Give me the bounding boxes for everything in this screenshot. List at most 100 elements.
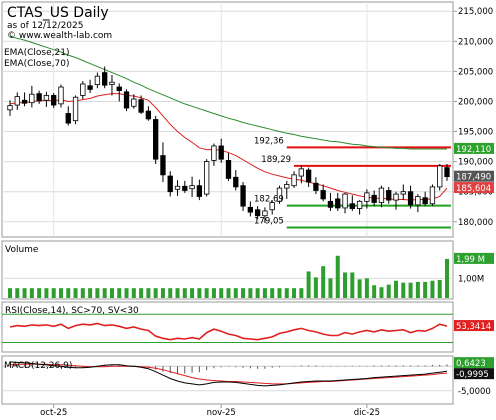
volume-bar [211, 288, 216, 298]
volume-bar [444, 258, 450, 298]
volume-bar [7, 288, 13, 298]
volume-bar [22, 288, 27, 298]
candle-body [393, 193, 399, 201]
volume-bar [335, 255, 340, 298]
ema-70-label: EMA(Close,70) [4, 59, 69, 69]
candle-body [415, 196, 421, 206]
candle-body [72, 96, 79, 122]
value-badge [454, 142, 494, 154]
candle-body [21, 99, 28, 104]
x-tick-label: nov-25 [207, 408, 236, 418]
candle-body [247, 206, 254, 213]
candle-body [102, 72, 108, 86]
volume-bar [51, 288, 56, 298]
price-level-label: 182,69 [254, 195, 284, 205]
volume-bar [29, 288, 34, 298]
candle-body [116, 86, 122, 92]
price-tick-label: 195,000 [458, 128, 493, 138]
volume-bar [321, 266, 326, 298]
candle-body [153, 119, 159, 160]
rsi-label: RSI(Close,14), SC>70, SV<30 [5, 306, 139, 316]
volume-bar [423, 281, 428, 298]
price-tick-label: 205,000 [458, 67, 493, 77]
candle-body [14, 96, 20, 106]
price-level-label: 179,05 [254, 216, 284, 226]
volume-bar [277, 288, 282, 298]
volume-bar [357, 279, 362, 298]
candle-body [109, 81, 115, 86]
volume-bar [284, 288, 289, 298]
candle-body [335, 198, 341, 209]
candle-body [233, 176, 239, 188]
candle-body [437, 165, 443, 188]
volume-bar [350, 272, 355, 298]
candlesticks [7, 66, 450, 223]
volume-bar [401, 282, 406, 298]
value-badge [454, 170, 494, 182]
value-badge [454, 320, 494, 332]
source-credit: © www.wealth-lab.com [7, 31, 112, 41]
candle-body [174, 185, 181, 190]
candle-body [371, 194, 377, 203]
volume-bar [117, 288, 122, 298]
x-tick-label: dic-25 [354, 408, 380, 418]
volume-bar [270, 288, 275, 298]
volume-bar [66, 288, 71, 298]
volume-bar [313, 277, 318, 298]
volume-bar [379, 287, 384, 298]
macd-panel: MACD(12,26,9) [1, 355, 454, 405]
candle-body [364, 192, 370, 202]
candle-body [51, 95, 57, 106]
ema-70-line [9, 36, 447, 150]
candle-body [167, 175, 173, 193]
volume-bar [437, 279, 442, 298]
price-tick-label: 210,000 [458, 37, 493, 47]
candle-body [182, 185, 188, 191]
candle-body [305, 169, 312, 183]
volume-bar [109, 288, 114, 298]
chart-subtitle: as of 12/12/2025 [7, 21, 83, 31]
value-badge-label: 185,604 [456, 184, 491, 194]
volume-bar [80, 288, 85, 298]
volume-bar [204, 288, 209, 298]
candle-body [327, 200, 334, 208]
candle-body [80, 83, 86, 96]
candle-body [94, 75, 101, 86]
candle-body [291, 174, 297, 187]
candle-body [254, 209, 261, 217]
volume-panel: Volume [1, 240, 454, 300]
candle-body [138, 99, 144, 113]
volume-bar [408, 282, 413, 298]
volume-bar [386, 284, 391, 298]
volume-bar [58, 288, 63, 298]
macd-line [9, 361, 448, 387]
candle-body [211, 145, 217, 161]
volume-bar [394, 280, 399, 298]
value-badge-label: 1,99 M [456, 255, 485, 265]
candle-body [7, 105, 13, 111]
price-tick-label: 180,000 [458, 218, 493, 228]
volume-bar [292, 288, 297, 298]
price-panel: 192,36 189,29 182,69 179,05 CTAS_US Daily a… [1, 1, 454, 238]
candle-body [298, 168, 304, 177]
volume-bar [168, 288, 173, 298]
candle-body [160, 155, 166, 176]
x-tick-label: oct-25 [40, 408, 67, 418]
volume-bars [7, 255, 450, 298]
volume-tick-label: 1,00M [458, 274, 484, 284]
value-badge-label: -0,9995 [456, 370, 489, 380]
candle-body [378, 187, 385, 203]
candle-body [320, 190, 326, 200]
volume-bar [88, 288, 93, 298]
price-tick-label: 190,000 [458, 158, 493, 168]
volume-bar [124, 288, 129, 298]
candle-body [203, 161, 210, 195]
volume-bar [131, 288, 136, 298]
candle-body [145, 110, 152, 120]
volume-label: Volume [5, 245, 39, 255]
volume-bar [146, 288, 151, 298]
value-badge-label: 53,3414 [456, 322, 491, 332]
volume-bar [233, 288, 238, 298]
candle-body [313, 182, 319, 191]
